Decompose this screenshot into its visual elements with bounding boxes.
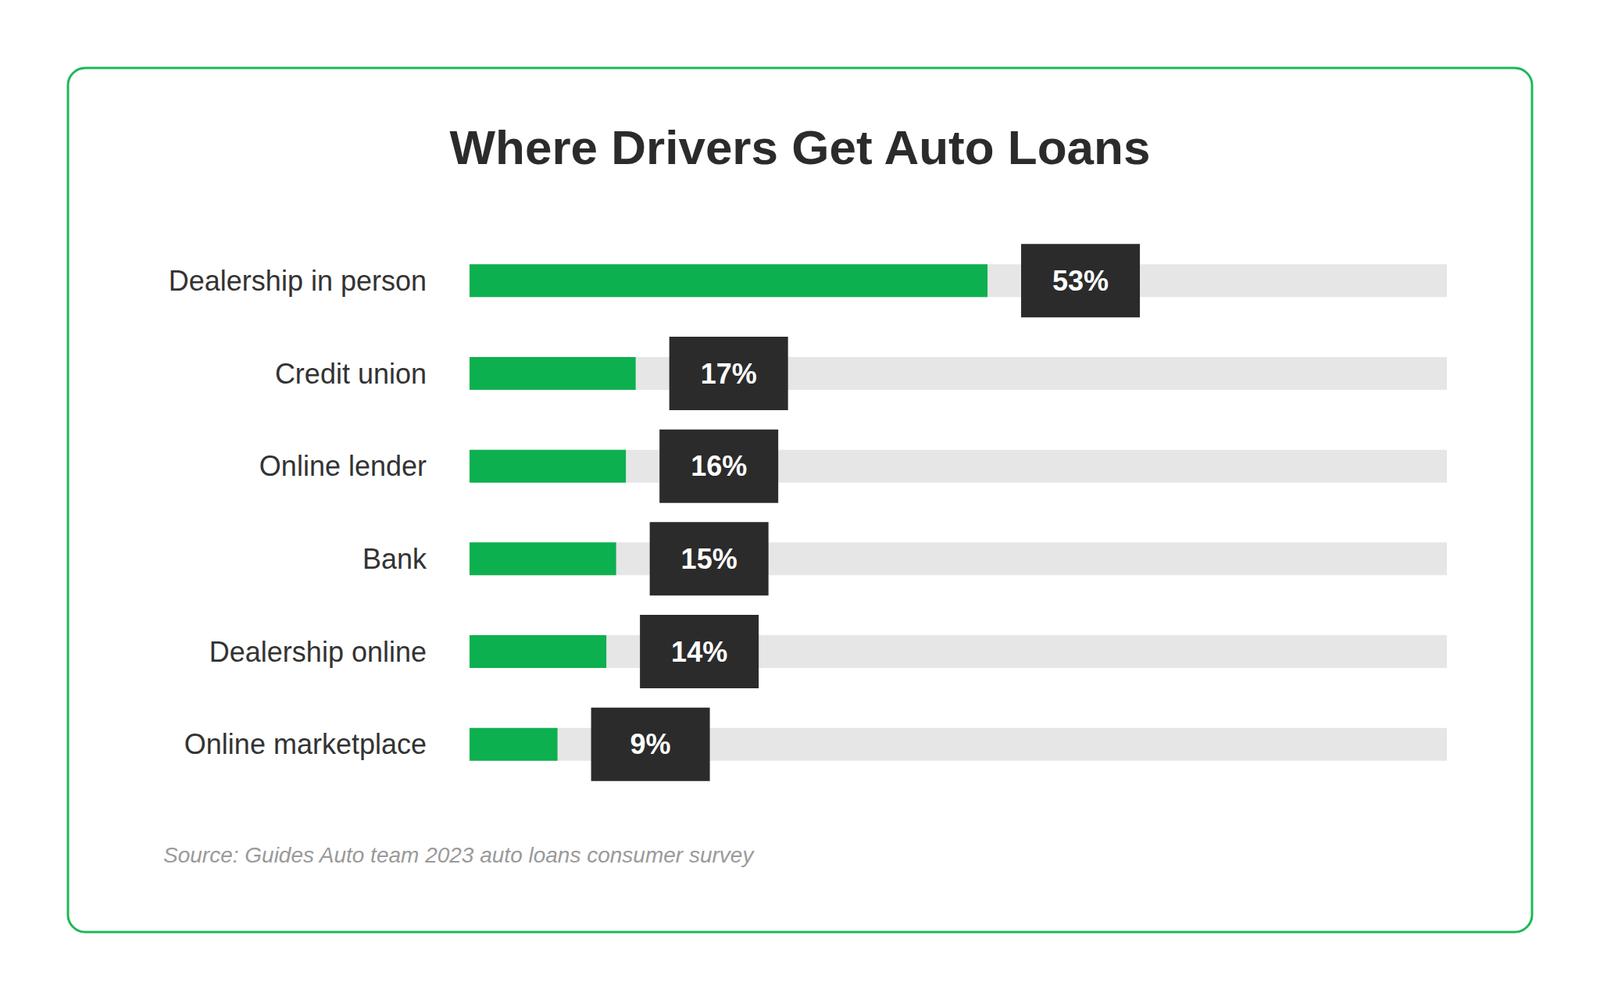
svg-text:15%: 15% bbox=[681, 542, 738, 575]
svg-text:Dealership in person: Dealership in person bbox=[168, 264, 427, 297]
svg-text:Credit union: Credit union bbox=[275, 357, 427, 390]
svg-text:16%: 16% bbox=[690, 450, 747, 483]
svg-text:Where Drivers Get Auto Loans: Where Drivers Get Auto Loans bbox=[450, 120, 1151, 175]
svg-text:53%: 53% bbox=[1052, 264, 1109, 297]
svg-text:Online marketplace: Online marketplace bbox=[184, 728, 427, 761]
svg-text:17%: 17% bbox=[700, 357, 758, 390]
svg-text:Source: Guides Auto team 2023: Source: Guides Auto team 2023 auto loans… bbox=[163, 842, 755, 868]
svg-text:Online lender: Online lender bbox=[259, 450, 427, 483]
svg-text:Dealership online: Dealership online bbox=[209, 635, 427, 668]
svg-text:Bank: Bank bbox=[362, 542, 428, 575]
svg-text:14%: 14% bbox=[671, 635, 728, 668]
svg-text:9%: 9% bbox=[630, 728, 672, 761]
